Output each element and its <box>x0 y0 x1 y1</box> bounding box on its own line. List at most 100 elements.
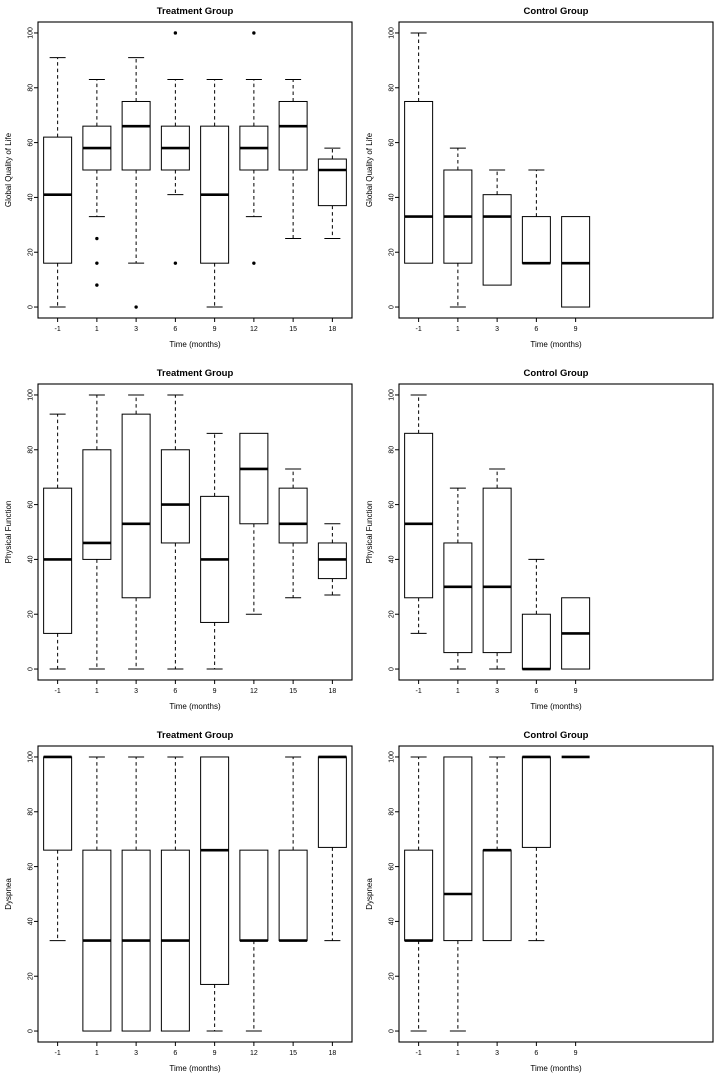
panel-title: Control Group <box>524 6 589 17</box>
x-axis-label: Time (months) <box>530 1064 582 1073</box>
y-axis-label: Physical Function <box>4 501 13 564</box>
y-axis-label: Global Quality of Life <box>365 132 374 207</box>
iqr-box <box>121 100 151 171</box>
panel-dyspnea-control: Control Group Dyspnea Time (months) 0 20 4… <box>361 724 722 1086</box>
x-tick-label: 18 <box>328 688 336 695</box>
x-tick-label: 1 <box>456 326 460 333</box>
y-tick-label: 80 <box>27 446 34 454</box>
y-tick-label: 80 <box>388 84 395 92</box>
iqr-box <box>43 487 73 634</box>
x-tick-label: 3 <box>495 326 499 333</box>
iqr-box <box>404 432 434 599</box>
plot-frame <box>37 21 353 319</box>
plot-area: 0 20 40 60 80 100 -1 1 3 6 9 <box>388 745 714 1057</box>
iqr-box <box>239 432 269 525</box>
outlier-point <box>95 283 99 287</box>
x-tick-label: 3 <box>134 326 138 333</box>
iqr-box <box>443 542 473 654</box>
y-tick-label: 0 <box>27 305 34 309</box>
y-tick-label: 20 <box>388 248 395 256</box>
iqr-box <box>317 756 347 848</box>
panel-physical-function-treatment: Treatment Group Physical Function Time (… <box>0 362 361 724</box>
plot-frame <box>398 21 714 319</box>
x-tick-label: 9 <box>213 688 217 695</box>
iqr-box <box>278 849 308 942</box>
y-tick-label: 0 <box>388 305 395 309</box>
iqr-box <box>404 849 434 942</box>
x-tick-label: -1 <box>55 326 61 333</box>
x-tick-label: 12 <box>250 326 258 333</box>
x-tick-label: 1 <box>95 326 99 333</box>
plot-frame <box>37 383 353 681</box>
y-tick-label: 20 <box>27 972 34 980</box>
x-tick-label: 18 <box>328 1050 336 1057</box>
y-tick-label: 60 <box>27 863 34 871</box>
y-tick-label: 60 <box>388 139 395 147</box>
plot-area: 0 20 40 60 80 100 -1 1 3 6 9 12 15 18 <box>27 745 353 1057</box>
y-tick-label: 80 <box>388 808 395 816</box>
boxplot-canvas-0: Treatment Group Global Quality of Life T… <box>4 6 353 349</box>
iqr-box <box>482 487 512 654</box>
iqr-box <box>317 158 347 207</box>
iqr-box <box>521 216 551 264</box>
outlier-point <box>252 261 256 265</box>
x-tick-label: 6 <box>534 1050 538 1057</box>
iqr-box <box>121 413 151 599</box>
plot-frame <box>398 383 714 681</box>
x-tick-label: 1 <box>95 688 99 695</box>
y-tick-label: 80 <box>388 446 395 454</box>
outlier-point <box>95 236 99 241</box>
outlier-point <box>173 31 178 35</box>
outlier-point <box>173 261 178 265</box>
iqr-box <box>561 216 591 308</box>
x-tick-label: 1 <box>456 1050 460 1057</box>
y-tick-label: 20 <box>27 248 34 256</box>
y-tick-label: 20 <box>388 610 395 618</box>
y-tick-label: 0 <box>388 1029 395 1033</box>
x-axis-label: Time (months) <box>530 702 582 711</box>
x-tick-label: 12 <box>250 688 258 695</box>
x-tick-label: 3 <box>495 688 499 695</box>
x-tick-label: 3 <box>134 1050 138 1057</box>
iqr-box <box>82 449 112 560</box>
x-tick-label: 9 <box>213 326 217 333</box>
iqr-box <box>317 542 347 580</box>
x-tick-label: 1 <box>456 688 460 695</box>
panel-title: Control Group <box>524 730 589 741</box>
iqr-box <box>200 756 230 985</box>
x-tick-label: 6 <box>534 326 538 333</box>
panel-global-qol-treatment: Treatment Group Global Quality of Life T… <box>0 0 361 362</box>
y-tick-label: 40 <box>388 555 395 563</box>
y-tick-label: 40 <box>27 193 34 201</box>
plot-area: 0 20 40 60 80 100 -1 1 3 6 9 <box>388 21 714 333</box>
x-tick-label: -1 <box>416 326 422 333</box>
plot-area: 0 20 40 60 80 100 -1 1 3 6 9 12 15 18 <box>27 21 353 333</box>
y-tick-label: 100 <box>27 751 34 763</box>
panel-title: Control Group <box>524 368 589 379</box>
y-tick-label: 0 <box>27 667 34 671</box>
x-axis-label: Time (months) <box>169 702 221 711</box>
boxplot-canvas-3: Control Group Physical Function Time (mo… <box>365 368 714 711</box>
x-axis-label: Time (months) <box>169 1064 221 1073</box>
x-tick-label: 15 <box>289 688 297 695</box>
y-tick-label: 40 <box>388 917 395 925</box>
x-tick-label: 6 <box>173 1050 177 1057</box>
y-tick-label: 100 <box>27 27 34 39</box>
panel-title: Treatment Group <box>157 6 234 17</box>
x-tick-label: 15 <box>289 1050 297 1057</box>
y-tick-label: 40 <box>388 193 395 201</box>
y-tick-label: 100 <box>388 389 395 401</box>
plot-area: 0 20 40 60 80 100 -1 1 3 6 9 <box>388 383 714 695</box>
y-tick-label: 60 <box>27 139 34 147</box>
panel-title: Treatment Group <box>157 368 234 379</box>
iqr-box <box>278 487 308 544</box>
plot-area: 0 20 40 60 80 100 -1 1 3 6 9 12 15 18 <box>27 383 353 695</box>
x-axis-label: Time (months) <box>169 340 221 349</box>
y-tick-label: 60 <box>388 863 395 871</box>
x-tick-label: 3 <box>495 1050 499 1057</box>
y-tick-label: 80 <box>27 808 34 816</box>
y-tick-label: 20 <box>388 972 395 980</box>
boxplot-canvas-5: Control Group Dyspnea Time (months) 0 20 4… <box>365 730 714 1073</box>
x-axis-label: Time (months) <box>530 340 582 349</box>
iqr-box <box>482 849 512 942</box>
